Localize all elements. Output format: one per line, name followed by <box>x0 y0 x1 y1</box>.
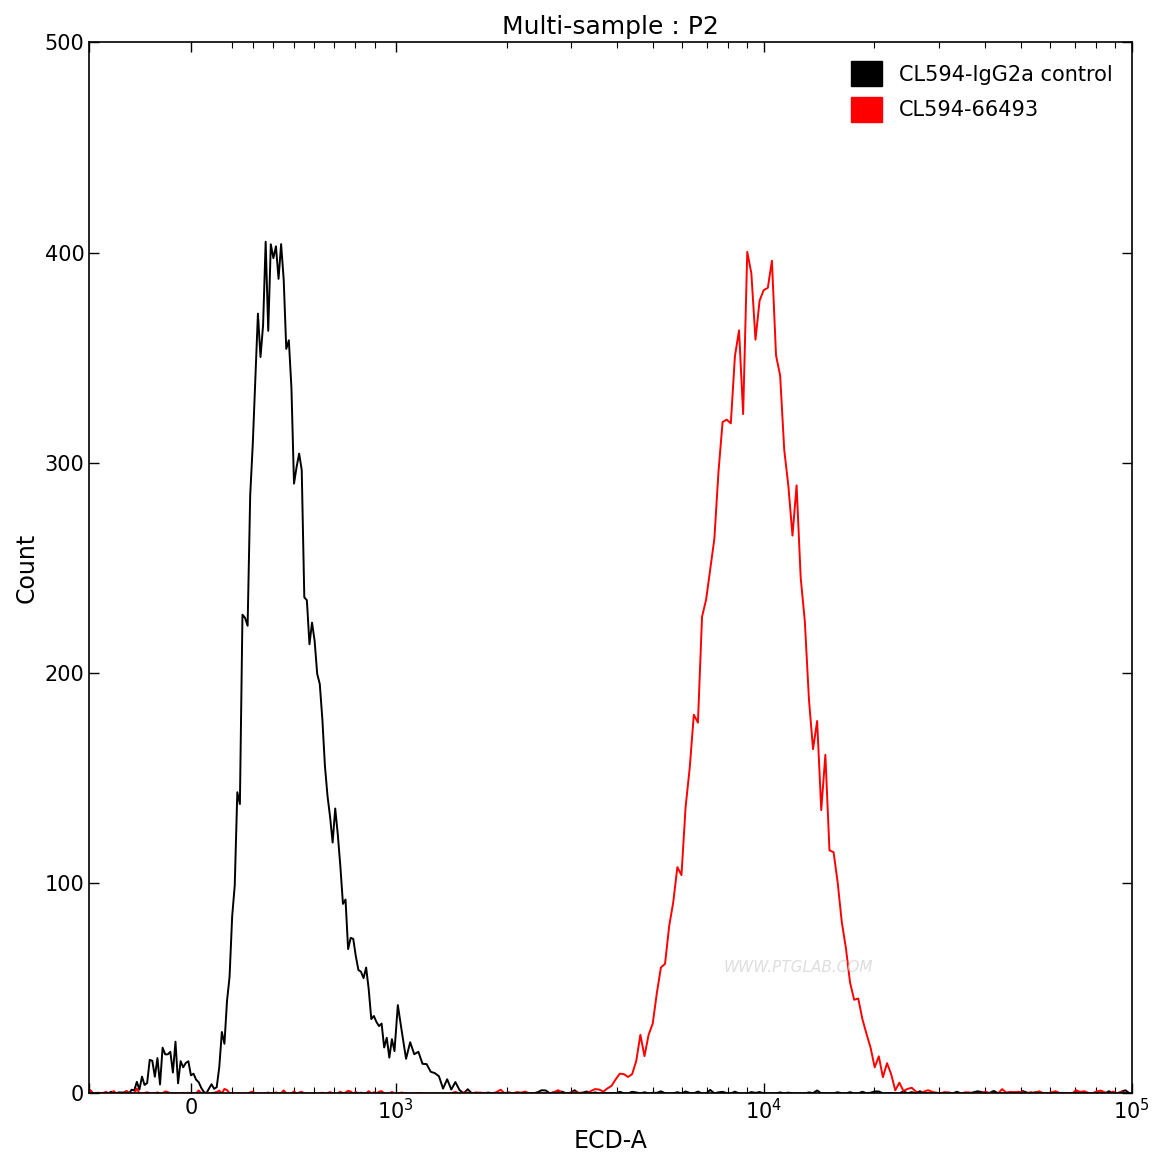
CL594-66493 <box>84 1084 98 1098</box>
CL594-IgG2a control <box>1123 1086 1137 1100</box>
Legend: CL594-IgG2a control, CL594-66493: CL594-IgG2a control, CL594-66493 <box>842 53 1121 131</box>
Text: WWW.PTGLAB.COM: WWW.PTGLAB.COM <box>723 960 873 975</box>
CL594-IgG2a control <box>259 235 273 249</box>
Title: Multi-sample : P2: Multi-sample : P2 <box>502 15 719 39</box>
Line: CL594-66493: CL594-66493 <box>91 252 1130 1093</box>
CL594-IgG2a control <box>326 835 340 849</box>
X-axis label: ECD-A: ECD-A <box>573 1129 648 1153</box>
CL594-66493 <box>323 1085 337 1099</box>
CL594-66493 <box>86 1086 100 1100</box>
CL594-IgG2a control <box>1024 1086 1038 1100</box>
CL594-66493 <box>1123 1086 1137 1100</box>
CL594-66493 <box>740 245 754 259</box>
CL594-66493 <box>359 1086 373 1100</box>
Line: CL594-IgG2a control: CL594-IgG2a control <box>91 242 1130 1093</box>
CL594-IgG2a control <box>329 801 343 815</box>
CL594-66493 <box>1078 1084 1092 1098</box>
CL594-66493 <box>1024 1085 1038 1099</box>
CL594-66493 <box>576 1086 589 1100</box>
CL594-IgG2a control <box>1078 1085 1092 1099</box>
CL594-IgG2a control <box>580 1085 594 1099</box>
CL594-IgG2a control <box>84 1084 98 1098</box>
CL594-IgG2a control <box>361 982 375 996</box>
CL594-IgG2a control <box>86 1086 100 1100</box>
Y-axis label: Count: Count <box>15 533 38 603</box>
CL594-66493 <box>326 1086 340 1100</box>
